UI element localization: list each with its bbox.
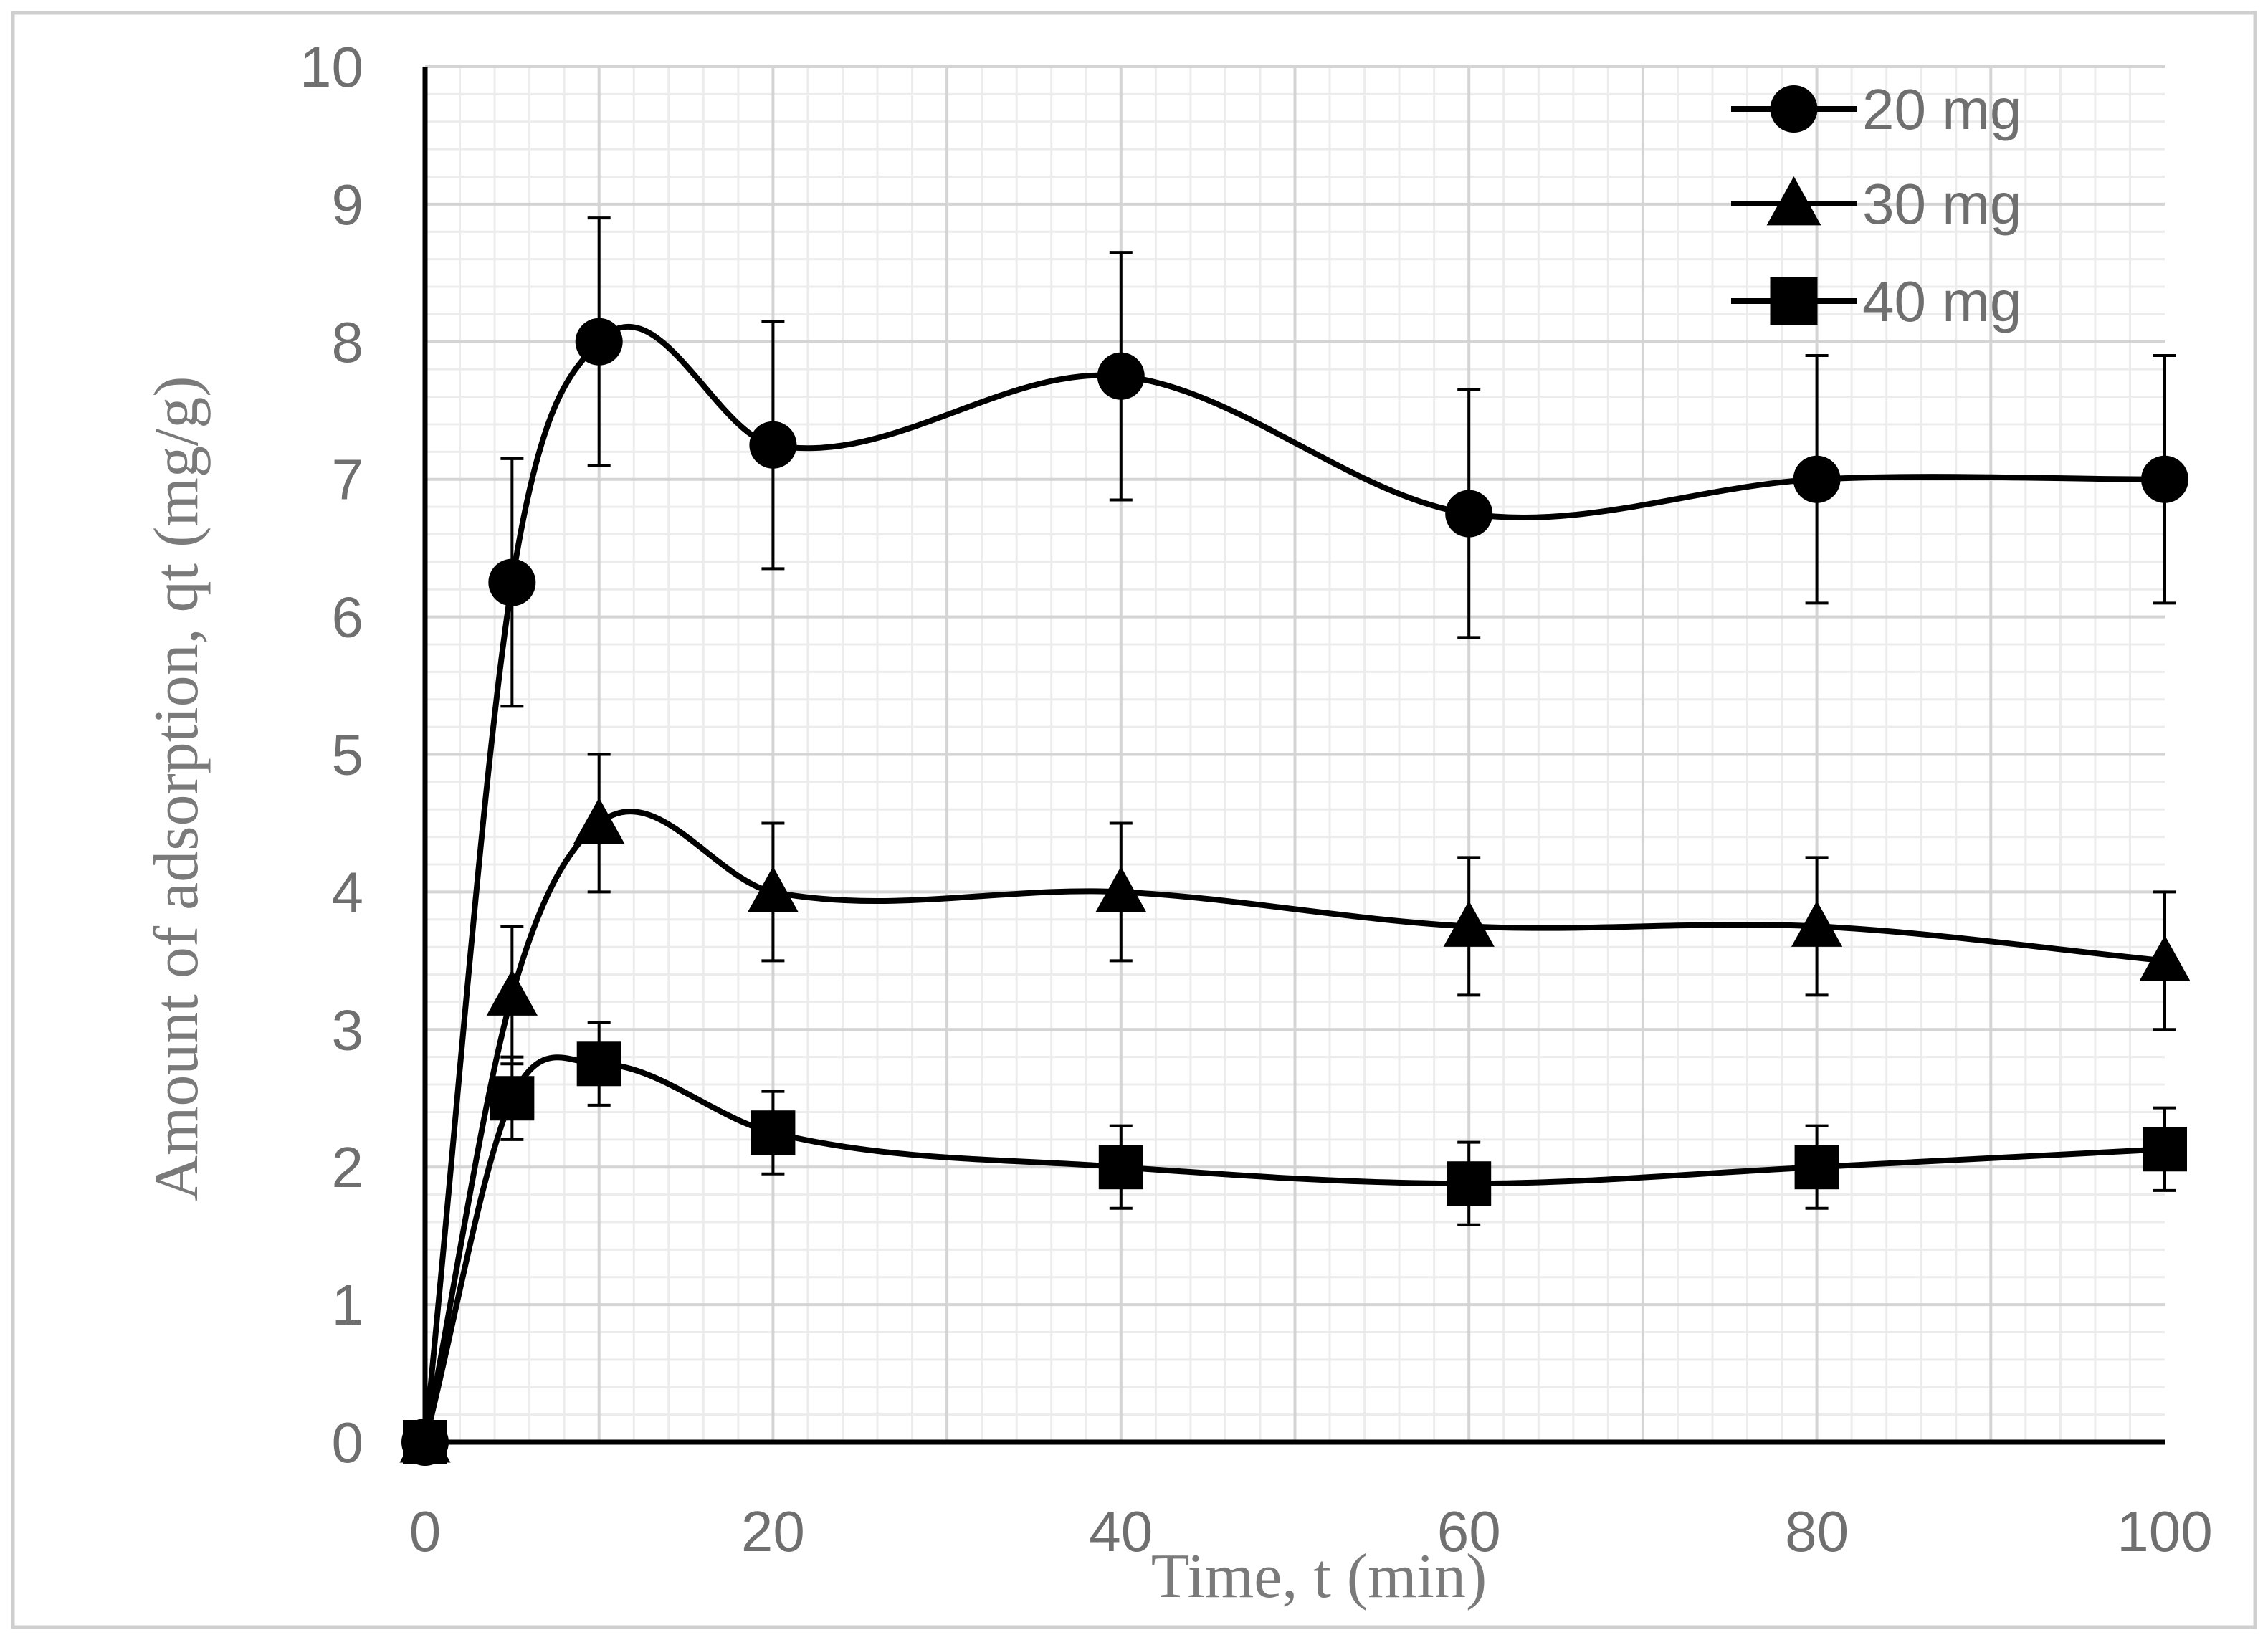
data-point bbox=[1447, 1161, 1492, 1206]
data-point bbox=[2139, 935, 2191, 981]
x-tick-label: 0 bbox=[409, 1500, 442, 1563]
series-30-mg bbox=[399, 753, 2191, 1463]
x-tick-label: 80 bbox=[1785, 1500, 1849, 1563]
series-line bbox=[422, 324, 2165, 1443]
y-tick-label: 3 bbox=[332, 998, 364, 1062]
data-point bbox=[490, 1076, 535, 1121]
data-point bbox=[1443, 900, 1495, 947]
data-point bbox=[747, 866, 799, 912]
y-tick-label: 8 bbox=[332, 310, 364, 374]
legend-label: 30 mg bbox=[1862, 172, 2021, 236]
data-point bbox=[576, 1041, 621, 1087]
y-tick-label: 6 bbox=[332, 586, 364, 649]
tick-labels: 0 20 40 60 80 100 0 1 2 3 4 5 6 7 8 9 10 bbox=[300, 35, 2213, 1563]
data-point bbox=[2143, 1127, 2187, 1172]
data-point bbox=[751, 1110, 796, 1155]
data-point bbox=[1445, 490, 1493, 538]
series-20-mg bbox=[401, 216, 2188, 1466]
data-point bbox=[573, 797, 625, 844]
data-point bbox=[1794, 1145, 1839, 1190]
legend-item: 30 mg bbox=[1731, 172, 2021, 236]
y-tick-label: 1 bbox=[332, 1273, 364, 1337]
y-tick-label: 4 bbox=[332, 860, 364, 924]
y-tick-label: 5 bbox=[332, 723, 364, 787]
x-tick-label: 20 bbox=[741, 1500, 805, 1563]
data-point bbox=[403, 1420, 447, 1464]
data-point bbox=[1095, 866, 1147, 912]
data-point bbox=[1793, 455, 1841, 503]
legend: 20 mg 30 mg 40 mg bbox=[1731, 77, 2021, 333]
x-tick-label: 40 bbox=[1089, 1500, 1153, 1563]
axes bbox=[422, 67, 2165, 1445]
series-40-mg bbox=[403, 1021, 2187, 1464]
y-tick-label: 7 bbox=[332, 448, 364, 512]
data-point bbox=[1098, 1145, 1143, 1190]
data-point bbox=[749, 421, 797, 469]
legend-label: 40 mg bbox=[1862, 270, 2021, 333]
chart-frame bbox=[11, 11, 2257, 1629]
data-point bbox=[575, 318, 623, 366]
gridlines bbox=[425, 65, 2165, 1442]
data-point bbox=[2141, 455, 2188, 503]
x-tick-label: 100 bbox=[2117, 1500, 2212, 1563]
x-tick-label: 60 bbox=[1437, 1500, 1501, 1563]
series-layer bbox=[399, 216, 2191, 1466]
legend-marker bbox=[1766, 176, 1821, 226]
legend-item: 40 mg bbox=[1731, 270, 2021, 333]
legend-label: 20 mg bbox=[1862, 77, 2021, 141]
data-point bbox=[1097, 352, 1145, 400]
data-point bbox=[488, 558, 536, 606]
y-tick-label: 2 bbox=[332, 1135, 364, 1199]
data-point bbox=[486, 969, 538, 1016]
legend-marker bbox=[1770, 85, 1818, 133]
data-point bbox=[1791, 900, 1843, 947]
y-tick-label: 9 bbox=[332, 173, 364, 237]
legend-marker bbox=[1770, 277, 1818, 325]
y-axis-title: Amount of adsorption, qt (mg/g) bbox=[142, 376, 211, 1201]
y-tick-label: 0 bbox=[332, 1411, 364, 1474]
x-axis-title: Time, t (min) bbox=[1151, 1542, 1487, 1611]
y-tick-label: 10 bbox=[300, 35, 363, 99]
legend-item: 20 mg bbox=[1731, 77, 2021, 141]
